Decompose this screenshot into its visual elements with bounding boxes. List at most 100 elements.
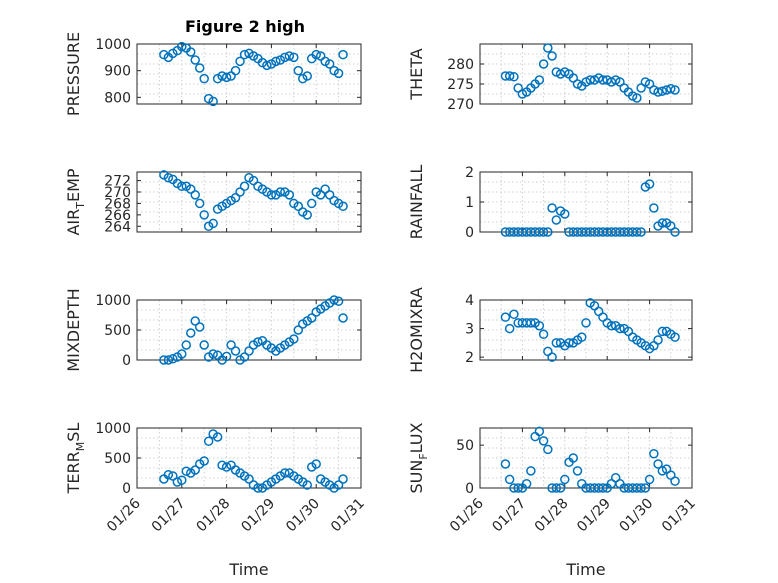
data-point <box>509 309 519 320</box>
y-tick-label: 1000 <box>95 37 131 53</box>
x-tick-label: 01/27 <box>149 496 189 536</box>
data-point <box>163 355 174 365</box>
data-point <box>632 227 642 237</box>
data-point <box>551 483 562 493</box>
x-tick-label: 01/30 <box>617 496 657 536</box>
data-point <box>168 354 178 364</box>
data-point <box>538 436 549 446</box>
data-point <box>324 59 335 69</box>
data-point <box>293 201 304 212</box>
grid <box>479 427 693 489</box>
data-point <box>509 72 519 82</box>
data-point <box>329 295 339 305</box>
data-point <box>266 190 277 200</box>
y-tick-label: 500 <box>104 451 131 467</box>
y-tick-label: 1000 <box>95 293 131 309</box>
y-tick-label: 500 <box>104 323 131 339</box>
data-point <box>649 203 659 213</box>
data-point <box>338 201 348 212</box>
data-point <box>221 72 232 83</box>
data-point <box>598 75 608 85</box>
data-point <box>208 349 218 359</box>
data-point <box>159 355 169 365</box>
y-tick-label: 280 <box>447 57 474 73</box>
x-tick-label: 01/31 <box>328 496 368 536</box>
subplot-theta: 270 275 280 THETA <box>407 43 693 113</box>
data-point <box>657 326 668 337</box>
y-tick-label: 270 <box>104 185 131 201</box>
data-point <box>235 56 245 67</box>
data-point <box>289 52 299 63</box>
data-point <box>504 323 515 334</box>
data-point <box>338 49 348 60</box>
y-tick-label: 0 <box>122 353 131 369</box>
x-tick-label: 01/26 <box>447 495 487 535</box>
data-point <box>547 51 557 61</box>
data-point <box>615 323 625 334</box>
data-point <box>585 75 595 85</box>
data-point <box>581 318 591 328</box>
data-point <box>203 436 214 446</box>
data-point <box>657 466 668 476</box>
data-point <box>568 453 579 463</box>
data-point <box>670 85 680 95</box>
data-point <box>217 71 227 81</box>
data-point <box>226 340 236 350</box>
data-point <box>190 465 200 475</box>
data-point <box>186 328 196 338</box>
data-point <box>280 468 290 478</box>
data-point <box>190 316 200 326</box>
data-point <box>177 349 187 359</box>
data-point <box>644 474 655 485</box>
grid <box>479 299 693 361</box>
x-tick-label: 01/26 <box>104 495 144 535</box>
data-point <box>513 483 523 493</box>
data-point <box>644 179 655 189</box>
data-point <box>311 49 321 60</box>
data-point <box>526 466 536 476</box>
figure-title: Figure 2 high <box>185 17 305 36</box>
data-point <box>190 190 200 200</box>
data-point <box>199 210 209 220</box>
data-point <box>208 96 218 107</box>
x-tick-label: 01/30 <box>283 496 323 536</box>
x-tick-label: 01/28 <box>194 496 234 536</box>
data-point <box>163 470 174 480</box>
data-point <box>212 432 223 442</box>
y-tick-label: 1000 <box>95 421 131 437</box>
data-point <box>208 218 218 229</box>
data-point <box>555 483 566 493</box>
data-point <box>293 65 304 76</box>
data-point <box>551 338 562 348</box>
data-point <box>598 483 608 493</box>
x-tick-label: 01/29 <box>574 496 614 536</box>
data-point <box>239 181 250 192</box>
y-tick-label: 0 <box>122 481 131 497</box>
data-point <box>640 483 651 493</box>
series-pressure <box>159 41 348 107</box>
data-point <box>543 43 553 53</box>
grid <box>136 43 362 105</box>
data-point <box>289 334 299 344</box>
data-point <box>500 459 511 469</box>
data-point <box>311 459 321 469</box>
y-tick-label: 0 <box>465 481 474 497</box>
series-mixdepth <box>159 295 348 365</box>
data-point <box>504 474 515 485</box>
subplot-mixdepth: 0 500 1000 MIXDEPTH <box>64 288 362 372</box>
data-point <box>253 483 263 493</box>
data-point <box>315 190 326 200</box>
data-point <box>534 320 545 331</box>
y-tick-label: 4 <box>465 293 474 309</box>
data-point <box>306 313 317 323</box>
data-point <box>181 340 192 350</box>
x-axis-label: Time <box>228 560 268 579</box>
data-point <box>666 84 676 94</box>
y-tick-label: 2 <box>465 350 474 366</box>
data-point <box>253 337 263 347</box>
data-point <box>284 190 295 200</box>
data-point <box>302 480 312 490</box>
data-point <box>657 86 668 96</box>
data-point <box>649 448 659 459</box>
